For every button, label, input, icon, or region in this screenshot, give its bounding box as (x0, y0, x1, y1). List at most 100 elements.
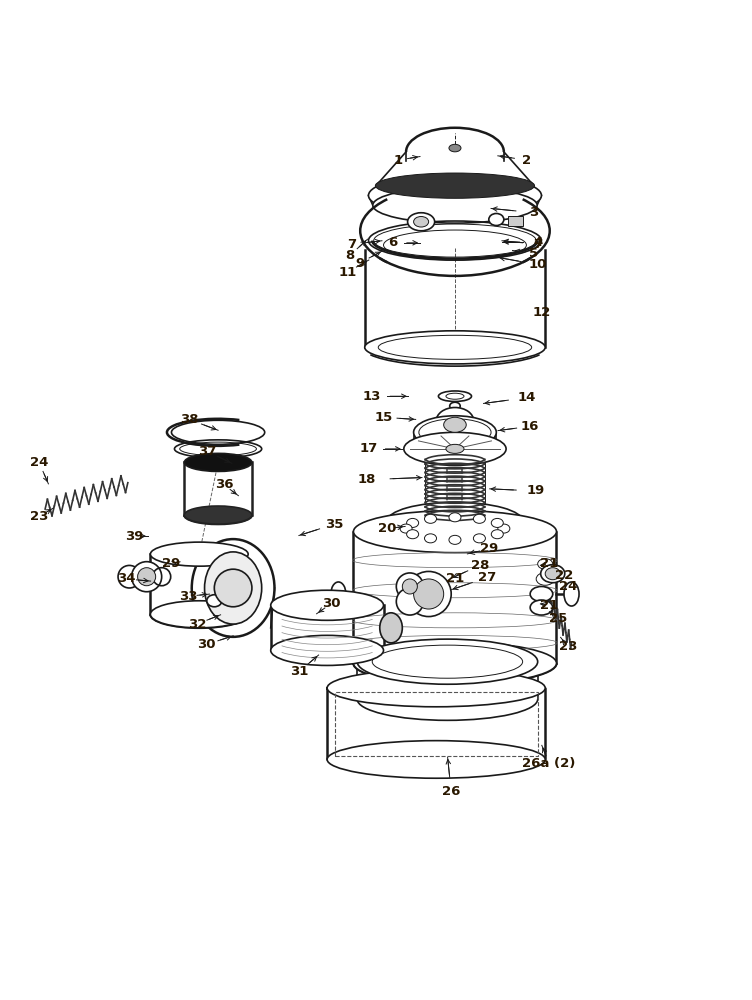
Ellipse shape (489, 213, 504, 226)
Ellipse shape (327, 669, 545, 707)
Ellipse shape (404, 432, 506, 465)
Text: 7: 7 (347, 238, 356, 251)
Ellipse shape (365, 331, 545, 364)
Ellipse shape (414, 216, 429, 227)
Ellipse shape (331, 582, 346, 606)
Ellipse shape (449, 513, 461, 522)
Text: 26a (2): 26a (2) (523, 757, 575, 770)
Ellipse shape (536, 573, 554, 585)
Text: 35: 35 (326, 518, 344, 531)
Ellipse shape (474, 514, 486, 523)
Text: 26: 26 (442, 785, 460, 798)
Text: 29: 29 (480, 542, 498, 555)
Ellipse shape (399, 514, 511, 544)
Text: 25: 25 (549, 612, 567, 625)
Text: 39: 39 (125, 530, 143, 543)
Ellipse shape (446, 393, 464, 399)
Ellipse shape (538, 589, 553, 599)
Ellipse shape (184, 453, 252, 471)
Ellipse shape (375, 173, 535, 198)
Ellipse shape (419, 419, 491, 446)
Text: 38: 38 (180, 413, 199, 426)
Text: 36: 36 (215, 478, 233, 491)
Ellipse shape (373, 187, 537, 223)
Text: 8: 8 (345, 249, 354, 262)
Ellipse shape (357, 639, 538, 684)
Text: 24: 24 (559, 580, 577, 593)
Ellipse shape (394, 652, 516, 682)
Ellipse shape (530, 586, 553, 602)
Ellipse shape (538, 559, 553, 569)
Ellipse shape (564, 582, 579, 606)
Ellipse shape (498, 524, 510, 533)
Ellipse shape (414, 416, 496, 449)
Ellipse shape (138, 568, 156, 586)
Text: 21: 21 (540, 599, 558, 612)
Text: 19: 19 (526, 484, 544, 497)
Text: 22: 22 (555, 569, 573, 582)
Text: 28: 28 (471, 559, 489, 572)
Text: 20: 20 (378, 522, 396, 535)
Ellipse shape (536, 600, 554, 613)
Text: 12: 12 (532, 306, 550, 318)
Text: 31: 31 (290, 665, 308, 678)
Ellipse shape (402, 579, 417, 594)
Text: 34: 34 (117, 572, 135, 585)
Ellipse shape (530, 600, 553, 615)
Ellipse shape (407, 530, 419, 539)
Ellipse shape (353, 642, 556, 684)
Text: 29: 29 (162, 557, 180, 570)
Text: 37: 37 (198, 445, 216, 458)
Ellipse shape (150, 601, 248, 628)
Text: 32: 32 (188, 618, 206, 631)
Text: 33: 33 (179, 590, 197, 603)
Ellipse shape (205, 552, 262, 624)
Ellipse shape (192, 539, 274, 637)
Ellipse shape (380, 613, 402, 643)
Text: 24: 24 (30, 456, 48, 469)
Ellipse shape (491, 518, 503, 527)
Ellipse shape (150, 542, 248, 566)
Ellipse shape (438, 391, 472, 401)
FancyBboxPatch shape (508, 216, 523, 226)
Text: 13: 13 (363, 390, 381, 403)
Ellipse shape (408, 213, 435, 231)
Text: 15: 15 (374, 411, 393, 424)
Text: 21: 21 (540, 557, 558, 570)
Ellipse shape (491, 530, 503, 539)
Ellipse shape (214, 569, 252, 607)
Ellipse shape (207, 595, 222, 607)
Ellipse shape (387, 502, 523, 540)
Text: 30: 30 (322, 597, 340, 610)
Ellipse shape (407, 518, 419, 527)
Ellipse shape (396, 573, 423, 600)
Ellipse shape (400, 524, 412, 533)
Text: 18: 18 (358, 473, 376, 486)
Ellipse shape (436, 408, 474, 435)
Text: 30: 30 (198, 638, 216, 651)
Text: 11: 11 (338, 266, 356, 279)
Ellipse shape (368, 174, 541, 216)
Text: 14: 14 (517, 391, 535, 404)
Ellipse shape (414, 579, 444, 609)
Ellipse shape (378, 335, 532, 359)
Ellipse shape (424, 514, 436, 523)
Text: 21: 21 (446, 572, 464, 585)
Text: 27: 27 (478, 571, 496, 584)
Ellipse shape (474, 534, 486, 543)
Ellipse shape (449, 535, 461, 544)
Ellipse shape (271, 635, 384, 665)
Ellipse shape (353, 511, 556, 553)
Text: 4: 4 (533, 236, 542, 249)
Ellipse shape (446, 444, 464, 453)
Text: 17: 17 (359, 442, 378, 455)
Text: 1: 1 (394, 154, 403, 167)
Text: 23: 23 (559, 640, 577, 653)
Text: 16: 16 (521, 420, 539, 433)
Ellipse shape (372, 645, 523, 678)
Text: 23: 23 (30, 510, 48, 523)
Ellipse shape (184, 506, 252, 524)
Ellipse shape (327, 741, 545, 778)
Ellipse shape (424, 534, 436, 543)
Text: 5: 5 (529, 247, 538, 260)
